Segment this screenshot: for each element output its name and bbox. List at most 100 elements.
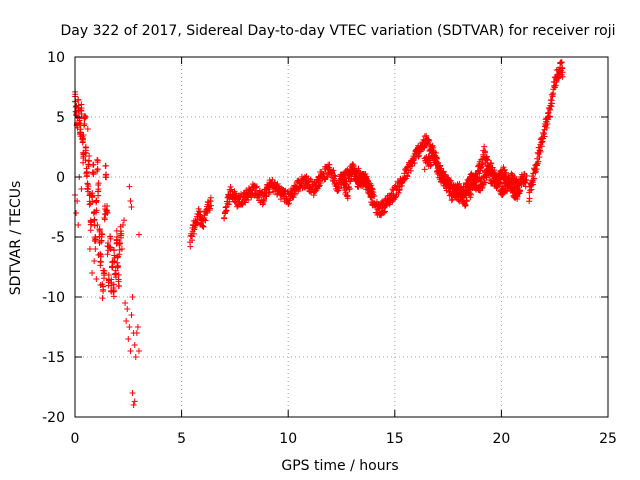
- data-point-1317: [523, 172, 530, 179]
- data-point-373: [207, 197, 214, 204]
- data-point-1131: [463, 198, 470, 205]
- data-point-434: [239, 200, 246, 207]
- data-point-1595: [478, 185, 485, 192]
- y-tick-label--15: -15: [42, 350, 65, 366]
- data-point-393: [226, 198, 233, 205]
- data-point-221: [110, 284, 117, 291]
- data-point-271: [89, 270, 96, 276]
- x-tick-label-25: 25: [599, 431, 617, 447]
- data-point-1248: [501, 173, 508, 180]
- data-point-412: [232, 190, 239, 197]
- data-point-40: [78, 101, 85, 108]
- data-point-371: [206, 205, 213, 212]
- data-point-1775: [543, 124, 550, 131]
- y-tick-label-10: 10: [47, 50, 65, 66]
- data-point-967: [411, 160, 418, 167]
- data-point-184: [103, 207, 110, 214]
- data-point-64: [82, 150, 89, 157]
- data-point-82: [86, 152, 93, 159]
- data-point-34: [77, 126, 84, 133]
- data-point-136: [95, 192, 102, 199]
- data-point-475: [252, 184, 259, 191]
- data-point-293: [133, 330, 140, 336]
- data-point-1193: [483, 153, 490, 160]
- x-axis-title: GPS time / hours: [281, 458, 398, 474]
- data-point-699: [326, 161, 333, 168]
- data-point-22: [75, 97, 82, 104]
- data-point-289: [129, 294, 136, 300]
- data-point-1174: [478, 164, 485, 171]
- data-point-981: [416, 152, 423, 159]
- x-tick-label-5: 5: [177, 431, 186, 447]
- data-point-762: [346, 185, 353, 192]
- data-point-295: [135, 348, 142, 354]
- data-point-955: [407, 167, 414, 174]
- y-axis-title: SDTVAR / TECUs: [8, 181, 24, 296]
- data-point-439: [241, 190, 248, 197]
- data-point-1819: [557, 68, 564, 75]
- data-point-71: [83, 170, 90, 177]
- data-point-757: [344, 195, 351, 202]
- data-point-870: [380, 209, 387, 216]
- data-point-602: [295, 188, 302, 195]
- data-point-927: [398, 182, 405, 189]
- data-point-284: [124, 306, 131, 312]
- data-point-451: [245, 196, 252, 203]
- data-point-243: [115, 262, 122, 269]
- data-point-267: [75, 222, 82, 228]
- data-point-241: [114, 254, 121, 261]
- data-point-1445: [430, 153, 437, 160]
- data-point-1751: [536, 154, 543, 161]
- data-point-1725: [528, 186, 535, 193]
- y-tick-label--5: -5: [51, 230, 65, 246]
- data-point-291: [131, 342, 138, 348]
- data-point-153: [98, 230, 105, 237]
- data-point-1675: [503, 188, 510, 195]
- data-point-1606: [482, 179, 489, 186]
- data-point-1752: [536, 147, 543, 154]
- data-point-303: [92, 234, 99, 240]
- data-point-1711: [515, 180, 522, 187]
- data-point-149: [97, 258, 104, 265]
- data-point-1177: [478, 161, 485, 168]
- data-point-728: [336, 185, 343, 192]
- data-point-106: [89, 169, 96, 176]
- data-point-1244: [500, 164, 507, 171]
- data-point-572: [285, 201, 292, 208]
- data-point-917: [395, 189, 402, 196]
- data-point-1761: [539, 138, 546, 145]
- grid-lines: [75, 57, 608, 417]
- data-point-288: [128, 312, 135, 318]
- x-tick-label-10: 10: [279, 431, 297, 447]
- y-tick-label--20: -20: [42, 410, 65, 426]
- data-point-200: [107, 244, 114, 251]
- data-point-1202: [487, 176, 494, 183]
- data-point-283: [123, 318, 130, 324]
- data-point-189: [104, 251, 111, 258]
- data-point-119: [91, 237, 98, 244]
- data-point-239: [114, 233, 121, 240]
- data-point-710: [330, 167, 337, 174]
- data-point-1754: [537, 148, 544, 155]
- data-point-1125: [462, 203, 469, 210]
- data-point-593: [291, 190, 298, 197]
- data-point-1451: [432, 159, 439, 166]
- data-point-516: [266, 189, 273, 196]
- data-point-1720: [527, 187, 534, 194]
- data-point-1793: [548, 100, 555, 107]
- data-point-1525: [456, 198, 463, 205]
- data-point-374: [207, 194, 214, 201]
- data-points: [72, 59, 566, 408]
- data-point-297: [130, 402, 137, 408]
- data-point-170: [101, 216, 108, 223]
- data-point-245: [114, 263, 121, 270]
- data-point-381: [222, 204, 229, 211]
- data-point-178: [103, 171, 110, 178]
- data-point-1398: [364, 178, 371, 185]
- data-point-835: [369, 186, 376, 193]
- data-point-540: [274, 180, 281, 187]
- data-point-384: [223, 207, 230, 214]
- data-point-643: [308, 186, 315, 193]
- data-point-1625: [488, 159, 495, 166]
